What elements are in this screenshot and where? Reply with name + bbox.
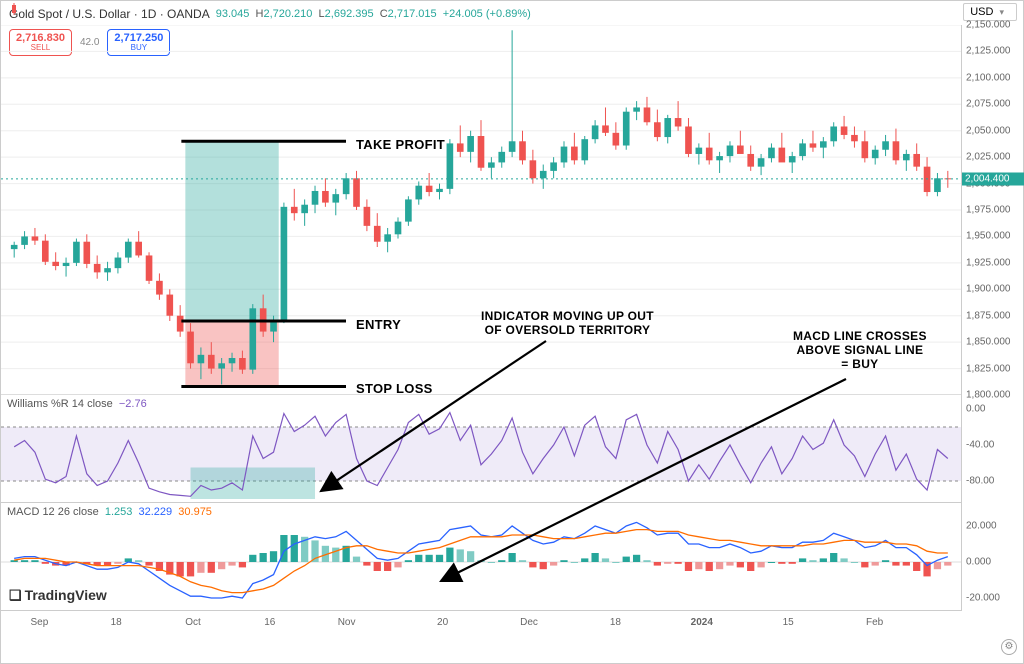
trading-chart-root: Gold Spot / U.S. Dollar · 1D · OANDA 93.… xyxy=(0,0,1024,664)
time-axis[interactable]: Sep18Oct16Nov20Dec18202415Feb xyxy=(1,611,961,639)
williams-label: Williams %R 14 close −2.76 xyxy=(7,398,147,410)
entry-label: ENTRY xyxy=(356,317,401,332)
macd-annotation: MACD LINE CROSSES ABOVE SIGNAL LINE = BU… xyxy=(793,329,927,371)
currency-select[interactable]: USD xyxy=(963,3,1017,21)
chart-header: Gold Spot / U.S. Dollar · 1D · OANDA 93.… xyxy=(9,3,1015,25)
tradingview-logo: ❏TradingView xyxy=(9,587,107,604)
macd-y-axis[interactable]: 20.0000.000-20.000 xyxy=(961,503,1023,611)
ohlc-readout: 93.045 H2,720.210 L2,692.395 C2,717.015 … xyxy=(216,8,531,20)
symbol-title[interactable]: Gold Spot / U.S. Dollar · 1D · OANDA xyxy=(9,7,210,21)
settings-icon[interactable]: ⚙ xyxy=(1001,639,1017,655)
macd-pane[interactable]: MACD 12 26 close 1.253 32.229 30.975 ❏Tr… xyxy=(1,503,961,611)
stop-loss-label: STOP LOSS xyxy=(356,381,433,396)
take-profit-label: TAKE PROFIT xyxy=(356,137,445,152)
macd-label: MACD 12 26 close 1.253 32.229 30.975 xyxy=(7,506,212,518)
indicator-annotation: INDICATOR MOVING UP OUT OF OVERSOLD TERR… xyxy=(481,309,654,337)
price-y-axis[interactable]: 1,800.0001,825.0001,850.0001,875.0001,90… xyxy=(961,25,1023,395)
williams-r-pane[interactable]: Williams %R 14 close −2.76 xyxy=(1,395,961,503)
williams-y-axis[interactable]: 0.00-40.00-80.00 xyxy=(961,395,1023,503)
candle-icon xyxy=(9,3,19,15)
